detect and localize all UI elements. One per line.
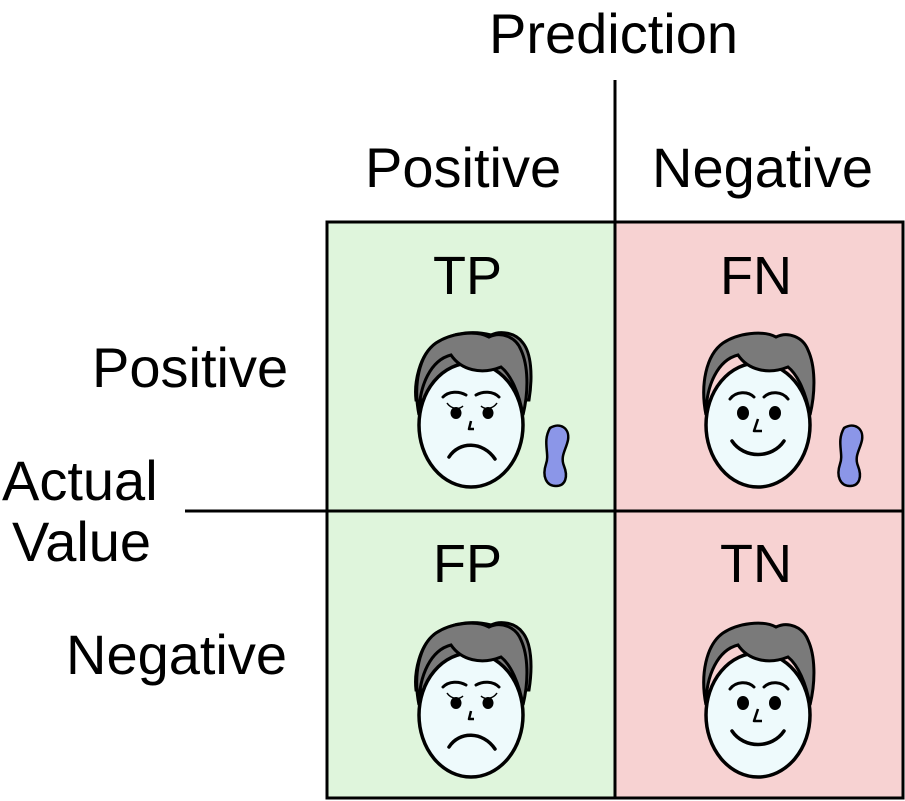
actual-value-label-line2: Value — [12, 510, 152, 573]
prediction-title: Prediction — [489, 2, 739, 65]
row-label-positive: Positive — [92, 336, 289, 399]
cell-tp-label: TP — [433, 246, 503, 306]
happy-face-icon — [701, 331, 816, 489]
happy-face-icon — [701, 621, 816, 779]
cell-fn-label: FN — [720, 246, 792, 306]
column-label-negative: Negative — [652, 136, 874, 199]
sad-face-icon — [413, 620, 533, 779]
actual-value-label-line1: Actual — [2, 449, 158, 512]
row-label-negative: Negative — [66, 623, 288, 686]
column-label-positive: Positive — [365, 136, 562, 199]
cell-fp-label: FP — [433, 534, 503, 594]
cell-tn-label: TN — [720, 534, 792, 594]
sad-face-icon — [413, 330, 533, 489]
